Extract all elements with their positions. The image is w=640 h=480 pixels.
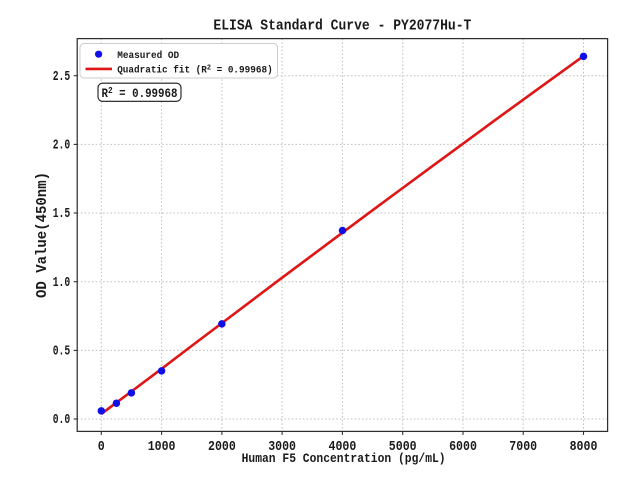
svg-text:8000: 8000 xyxy=(570,440,598,455)
svg-text:1.5: 1.5 xyxy=(53,207,71,222)
svg-text:7000: 7000 xyxy=(509,440,537,455)
svg-text:3000: 3000 xyxy=(268,440,296,455)
svg-text:2.5: 2.5 xyxy=(53,70,71,85)
svg-text:Human F5 Concentration (pg/mL): Human F5 Concentration (pg/mL) xyxy=(242,451,446,466)
svg-text:R2 = 0.99968: R2 = 0.99968 xyxy=(102,86,178,101)
svg-text:Measured OD: Measured OD xyxy=(117,50,179,62)
svg-text:ELISA Standard Curve - PY2077H: ELISA Standard Curve - PY2077Hu-T xyxy=(213,18,471,35)
svg-text:0.5: 0.5 xyxy=(53,345,71,360)
svg-text:6000: 6000 xyxy=(449,440,477,455)
svg-text:5000: 5000 xyxy=(389,440,417,455)
svg-text:0.0: 0.0 xyxy=(53,413,71,428)
svg-text:0: 0 xyxy=(98,440,105,455)
svg-text:OD Value(450nm): OD Value(450nm) xyxy=(34,172,51,298)
svg-text:1000: 1000 xyxy=(148,440,176,455)
svg-text:2000: 2000 xyxy=(208,440,236,455)
svg-text:Quadratic fit (R2 = 0.99968): Quadratic fit (R2 = 0.99968) xyxy=(117,65,272,77)
svg-text:1.0: 1.0 xyxy=(53,276,71,291)
svg-text:4000: 4000 xyxy=(329,440,357,455)
svg-text:2.0: 2.0 xyxy=(53,139,71,154)
